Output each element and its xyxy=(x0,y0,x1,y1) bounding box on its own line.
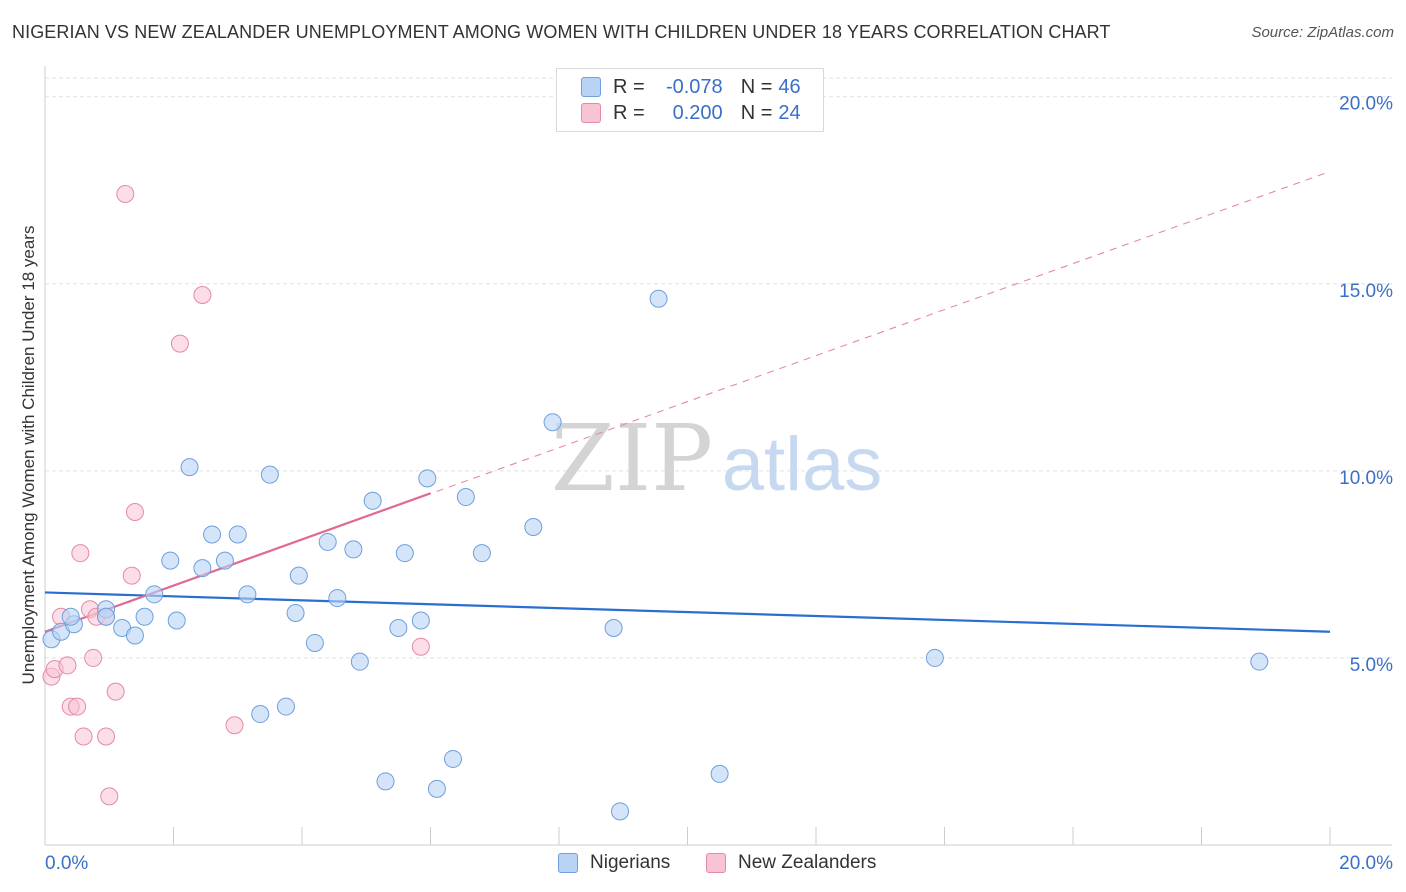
nigerians-point xyxy=(203,525,222,544)
correlation-legend: R = -0.078 N = 46 R = 0.200 N = 24 xyxy=(556,68,824,132)
nigerians-point xyxy=(135,607,154,626)
new-zealanders-n-value: 24 xyxy=(778,101,801,124)
new-zealanders-point xyxy=(97,727,116,746)
nigerians-point xyxy=(145,585,164,604)
nigerians-n-value: 46 xyxy=(778,75,801,98)
n-label: N = xyxy=(740,75,773,98)
new-zealanders-point xyxy=(170,334,189,353)
nigerians-legend-swatch xyxy=(558,853,578,873)
nigerians-point xyxy=(389,618,408,637)
nigerians-point xyxy=(228,525,247,544)
nigerians-point xyxy=(649,289,668,308)
r-label: R = xyxy=(613,75,645,98)
nigerians-point xyxy=(524,517,543,536)
nigerians-point xyxy=(167,611,186,630)
nigerians-legend-label: Nigerians xyxy=(590,852,671,873)
new-zealanders-point xyxy=(68,697,87,716)
nigerians-point xyxy=(925,648,944,667)
x-tick-label-min: 0.0% xyxy=(45,853,88,874)
watermark-atlas: atlas xyxy=(722,422,883,507)
nigerians-point xyxy=(238,585,257,604)
y-tick-label: 15.0% xyxy=(1339,281,1393,302)
nigerians-point xyxy=(251,705,270,724)
nigerians-point xyxy=(305,633,324,652)
y-tick-label: 10.0% xyxy=(1339,468,1393,489)
x-tick-label-max: 20.0% xyxy=(1339,853,1393,874)
nigerians-point xyxy=(180,458,199,477)
nigerians-point xyxy=(344,540,363,559)
new-zealanders-point xyxy=(84,648,103,667)
nigerians-point xyxy=(215,551,234,570)
new-zealanders-point xyxy=(225,716,244,735)
nigerians-point xyxy=(97,607,116,626)
nigerians-point xyxy=(472,544,491,563)
legend-row-new-zealanders: R = 0.200 N = 24 xyxy=(581,101,801,125)
nigerians-point xyxy=(543,413,562,432)
axes xyxy=(44,66,1392,846)
nigerians-point xyxy=(604,618,623,637)
r-label: R = xyxy=(613,101,645,124)
new-zealanders-legend-swatch xyxy=(706,853,726,873)
new-zealanders-point xyxy=(125,503,144,522)
nigerians-point xyxy=(350,652,369,671)
nigerians-trend-line xyxy=(44,591,1331,633)
nigerians-point xyxy=(443,749,462,768)
y-tick-label: 5.0% xyxy=(1350,655,1393,676)
legend-row-nigerians: R = -0.078 N = 46 xyxy=(581,75,801,99)
chart-title: NIGERIAN VS NEW ZEALANDER UNEMPLOYMENT A… xyxy=(12,22,1111,42)
new-zealanders-point xyxy=(193,286,212,305)
new-zealanders-point xyxy=(411,637,430,656)
new-zealanders-swatch xyxy=(581,103,601,123)
nigerians-r-value: -0.078 xyxy=(665,75,723,98)
nigerians-point xyxy=(1250,652,1269,671)
data-points xyxy=(42,184,1269,821)
nigerians-point xyxy=(710,764,729,783)
nigerians-point xyxy=(193,559,212,578)
watermark-zip: ZIP xyxy=(551,405,713,512)
nigerians-swatch xyxy=(581,77,601,97)
series-legend: Nigerians New Zealanders xyxy=(0,852,1406,878)
gridlines xyxy=(45,77,1392,659)
nigerians-point xyxy=(395,544,414,563)
nigerians-point xyxy=(456,488,475,507)
nigerians-point xyxy=(276,697,295,716)
new-zealanders-point xyxy=(74,727,93,746)
nigerians-point xyxy=(411,611,430,630)
n-label: N = xyxy=(740,101,773,124)
new-zealanders-legend-label: New Zealanders xyxy=(738,852,877,873)
nigerians-point xyxy=(286,604,305,623)
legend-item-new-zealanders[interactable]: New Zealanders xyxy=(706,852,876,874)
nigerians-point xyxy=(611,802,630,821)
nigerians-point xyxy=(161,551,180,570)
nigerians-point xyxy=(376,772,395,791)
new-zealanders-point xyxy=(71,544,90,563)
nigerians-point xyxy=(363,491,382,510)
new-zealanders-point xyxy=(122,566,141,585)
new-zealanders-r-value: 0.200 xyxy=(672,101,723,124)
y-tick-label: 20.0% xyxy=(1339,94,1393,115)
new-zealanders-point xyxy=(58,656,77,675)
nigerians-point xyxy=(289,566,308,585)
nigerians-point xyxy=(427,779,446,798)
nigerians-point xyxy=(260,465,279,484)
new-zealanders-point xyxy=(106,682,125,701)
trend-lines xyxy=(44,171,1331,633)
nigerians-point xyxy=(328,589,347,608)
new-zealanders-point xyxy=(116,184,135,203)
tick-labels: 5.0% 10.0% 15.0% 20.0% 0.0% 20.0% xyxy=(45,94,1393,874)
watermark: ZIP atlas xyxy=(551,405,882,512)
nigerians-point xyxy=(125,626,144,645)
legend-item-nigerians[interactable]: Nigerians xyxy=(558,852,670,874)
new-zealanders-point xyxy=(100,787,119,806)
nigerians-point xyxy=(61,607,80,626)
source-credit: Source: ZipAtlas.com xyxy=(1251,24,1394,41)
y-axis-label: Unemployment Among Women with Children U… xyxy=(19,226,38,685)
nigerians-point xyxy=(318,532,337,551)
nigerians-point xyxy=(418,469,437,488)
